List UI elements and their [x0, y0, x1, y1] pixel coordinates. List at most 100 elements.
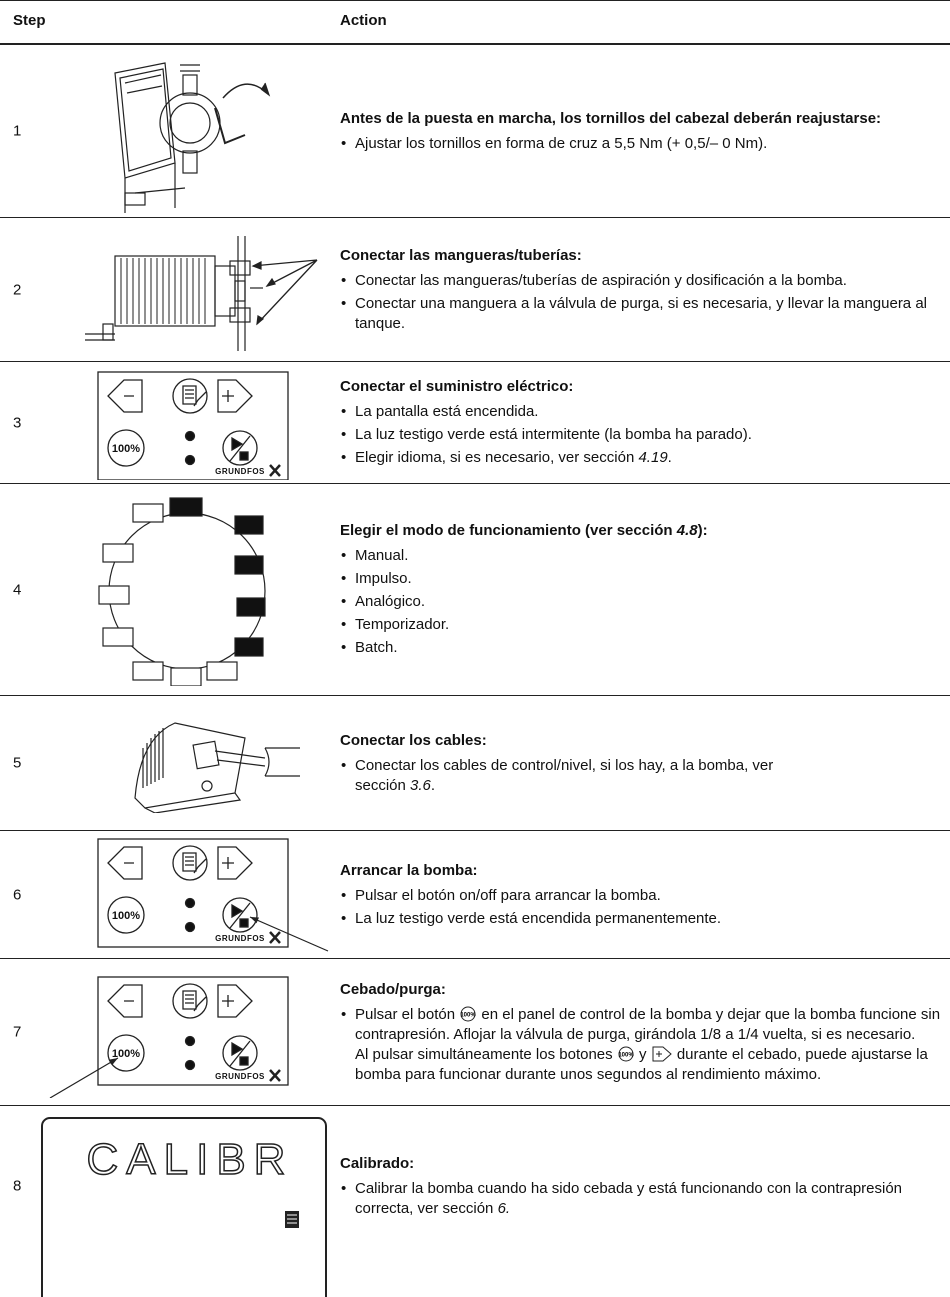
menu-icon	[182, 385, 207, 407]
pump-illustration	[114, 62, 271, 213]
title-text: ):	[697, 522, 708, 539]
step-number: 8	[13, 1177, 22, 1195]
bullet: Elegir idioma, si es necesario, ver secc…	[340, 448, 945, 468]
bullet: Pulsar el botón 100% en el panel de cont…	[340, 1005, 945, 1085]
step-number: 2	[13, 281, 22, 298]
step-title: Conectar los cables:	[340, 731, 487, 749]
play-icon	[231, 1041, 244, 1057]
arrow-head	[250, 917, 259, 924]
bullet: La pantalla está encendida.	[340, 402, 945, 422]
step-row: 4 Elegir el modo de funcionamiento (ver …	[0, 484, 950, 695]
step-title: Conectar las mangueras/tuberías:	[340, 246, 582, 264]
brand-mark	[269, 464, 281, 477]
full-button	[107, 896, 145, 934]
action-cell: Conectar los cables: Conectar los cables…	[340, 696, 945, 830]
step-title: Arrancar la bomba:	[340, 861, 478, 879]
led	[184, 430, 196, 442]
mode-ring	[98, 497, 266, 686]
step-row: 8 CALIBR Calibrado: Calibrar la bomba cu…	[0, 1106, 950, 1297]
bullet-text: en el panel de control de la bomba y dej…	[355, 1005, 941, 1043]
bullet-text: Elegir idioma, si es necesario, ver secc…	[355, 449, 639, 466]
header-rule	[0, 43, 950, 45]
step-row: 3 100% GRUNDFOS Conectar el suministro e…	[0, 362, 950, 483]
step-title: Cebado/purga:	[340, 980, 446, 998]
bullet-text: Conectar los cables de control/nivel, si…	[355, 756, 774, 794]
bullet: Temporizador.	[340, 615, 945, 635]
arrow-head	[109, 1058, 118, 1065]
bullet: Conectar una manguera a la válvula de pu…	[340, 294, 945, 334]
play-icon	[231, 436, 244, 452]
action-cell: Arrancar la bomba: Pulsar el botón on/of…	[340, 831, 945, 958]
row-rule	[0, 830, 950, 831]
full-button	[107, 429, 145, 467]
header-action: Action	[340, 12, 387, 29]
button-icon-label: 100%	[461, 1012, 477, 1018]
panel-frame	[97, 371, 289, 480]
minus-button	[107, 984, 143, 1018]
row-rule	[0, 217, 950, 218]
led	[184, 897, 196, 909]
bullet: Pulsar el botón on/off para arrancar la …	[340, 886, 945, 906]
step-row: 1 Antes de la puesta en marcha, los torn…	[0, 45, 950, 217]
bullet: Calibrar la bomba cuando ha sido cebada …	[340, 1179, 945, 1219]
full-button-label: 100%	[112, 1048, 140, 1060]
plus-button	[217, 984, 253, 1018]
row-rule	[0, 361, 950, 362]
brand-logo: GRUNDFOS	[215, 1072, 265, 1081]
bullet-text: durante el cebado, puede ajustarse la bo…	[355, 1045, 928, 1083]
bullet: Ajustar los tornillos en forma de cruz a…	[340, 134, 945, 154]
slash	[229, 1040, 251, 1067]
pointer-arrow	[49, 1057, 119, 1098]
bullet: Impulso.	[340, 569, 945, 589]
step-row: 5 Conectar los cables: Conectar los cabl…	[0, 696, 950, 830]
start-stop-button	[222, 1035, 258, 1071]
brand-mark	[269, 1069, 281, 1082]
action-cell: Antes de la puesta en marcha, los tornil…	[340, 45, 945, 217]
action-cell: Conectar las mangueras/tuberías: Conecta…	[340, 218, 945, 361]
bullet: La luz testigo verde está encendida perm…	[340, 909, 945, 929]
bullet-text: .	[430, 776, 436, 794]
bullet: Manual.	[340, 546, 945, 566]
play-icon	[231, 903, 244, 919]
brand-mark	[269, 931, 281, 944]
bullet-text: Calibrar la bomba cuando ha sido cebada …	[355, 1179, 903, 1217]
section-ref: 4.19	[638, 449, 668, 466]
bullet-text: .	[667, 449, 672, 466]
menu-icon	[182, 990, 207, 1012]
section-ref: 6.	[497, 1199, 511, 1217]
display-illustration: CALIBR	[41, 1117, 327, 1297]
stop-icon	[239, 451, 249, 461]
led	[184, 1059, 196, 1071]
bullet: Batch.	[340, 638, 945, 658]
step-row: 6 100% GRUNDFOS Arrancar la bomba: Pulsa…	[0, 831, 950, 958]
pointer-arrow	[249, 916, 329, 952]
slash	[229, 435, 251, 462]
step-number: 1	[13, 122, 22, 140]
full-button-label: 100%	[112, 443, 140, 455]
button-icon: 100%	[618, 1046, 634, 1061]
brand-logo: GRUNDFOS	[215, 934, 265, 943]
row-rule	[0, 958, 950, 959]
control-panel: 100% GRUNDFOS	[97, 371, 289, 480]
brand-logo: GRUNDFOS	[215, 467, 265, 476]
button-icon: 100%	[461, 1006, 477, 1021]
control-panel: 100% GRUNDFOS	[97, 838, 329, 952]
menu-button	[172, 845, 208, 881]
slash	[229, 902, 251, 929]
pump-illustration	[85, 236, 318, 351]
step-number: 7	[13, 1023, 22, 1041]
title-text: Elegir el modo de funcionamiento (ver se…	[340, 522, 677, 539]
led	[184, 454, 196, 466]
button-icon-label: 100%	[618, 1052, 634, 1058]
panel-frame	[97, 976, 289, 1086]
section-ref: 4.8	[676, 522, 698, 539]
step-number: 5	[13, 754, 22, 772]
full-button	[107, 1034, 145, 1072]
step-number: 6	[13, 886, 22, 903]
top-rule	[0, 0, 950, 1]
step-number: 4	[13, 581, 22, 598]
section-ref: 3.6	[410, 776, 431, 794]
row-rule	[0, 483, 950, 484]
plus-button	[217, 846, 253, 880]
action-cell: Cebado/purga: Pulsar el botón 100% en el…	[340, 959, 945, 1105]
